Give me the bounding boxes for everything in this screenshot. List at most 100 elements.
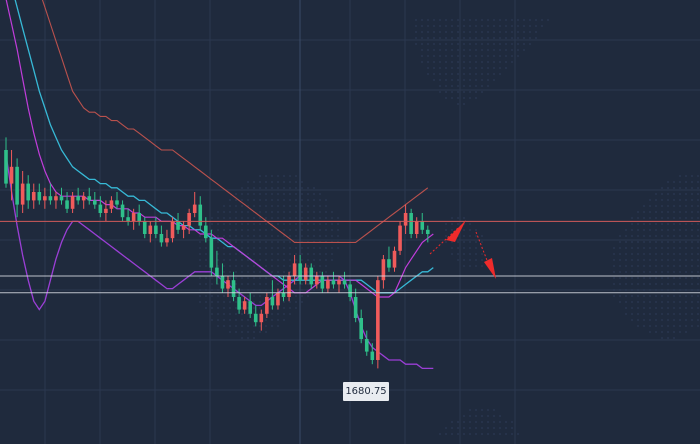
background-dot: [445, 85, 447, 87]
background-dot: [523, 43, 525, 45]
background-dot: [289, 313, 291, 315]
candle-body: [337, 280, 341, 285]
background-dot: [679, 271, 681, 273]
background-dot: [685, 253, 687, 255]
background-dot: [451, 73, 453, 75]
background-dot: [229, 295, 231, 297]
candle-body: [265, 297, 269, 314]
background-dot: [247, 229, 249, 231]
background-dot: [211, 295, 213, 297]
candle-body: [331, 280, 336, 285]
background-dot: [691, 199, 693, 201]
background-dot: [319, 265, 321, 267]
background-dot: [625, 235, 627, 237]
candle-body: [37, 192, 42, 201]
background-dot: [697, 241, 699, 243]
background-dot: [679, 325, 681, 327]
background-dot: [625, 289, 627, 291]
background-dot: [253, 325, 255, 327]
background-dot: [277, 241, 279, 243]
background-dot: [229, 211, 231, 213]
background-dot: [619, 277, 621, 279]
background-dot: [673, 193, 675, 195]
background-dot: [199, 289, 201, 291]
background-dot: [253, 295, 255, 297]
background-dot: [433, 25, 435, 27]
background-dot: [241, 187, 243, 189]
background-dot: [295, 289, 297, 291]
background-dot: [643, 295, 645, 297]
background-dot: [265, 241, 267, 243]
background-dot: [229, 223, 231, 225]
background-dot: [301, 211, 303, 213]
background-dot: [271, 319, 273, 321]
background-dot: [463, 415, 465, 417]
background-dot: [493, 415, 495, 417]
background-dot: [247, 319, 249, 321]
background-dot: [295, 283, 297, 285]
background-dot: [205, 253, 207, 255]
background-dot: [679, 199, 681, 201]
background-dot: [457, 433, 459, 435]
background-dot: [313, 187, 315, 189]
background-dot: [217, 289, 219, 291]
background-dot: [427, 43, 429, 45]
background-dot: [619, 247, 621, 249]
background-dot: [613, 259, 615, 261]
background-dot: [499, 67, 501, 69]
background-dot: [277, 175, 279, 177]
background-dot: [613, 265, 615, 267]
background-dot: [655, 259, 657, 261]
background-dot: [667, 283, 669, 285]
background-dot: [451, 79, 453, 81]
background-dot: [415, 25, 417, 27]
background-dot: [673, 307, 675, 309]
background-dot: [469, 43, 471, 45]
background-dot: [649, 277, 651, 279]
background-dot: [205, 259, 207, 261]
background-dot: [475, 73, 477, 75]
candle-body: [398, 225, 402, 251]
background-dot: [217, 217, 219, 219]
background-dot: [265, 175, 267, 177]
background-dot: [331, 223, 333, 225]
background-dot: [661, 247, 663, 249]
background-dot: [613, 295, 615, 297]
background-dot: [685, 175, 687, 177]
background-dot: [679, 277, 681, 279]
background-dot: [661, 337, 663, 339]
background-dot: [235, 295, 237, 297]
background-dot: [637, 307, 639, 309]
background-dot: [319, 199, 321, 201]
background-dot: [667, 277, 669, 279]
background-dot: [685, 307, 687, 309]
background-dot: [655, 199, 657, 201]
background-dot: [223, 259, 225, 261]
background-dot: [313, 235, 315, 237]
background-dot: [271, 247, 273, 249]
background-dot: [415, 37, 417, 39]
background-dot: [229, 265, 231, 267]
background-dot: [463, 427, 465, 429]
background-dot: [247, 259, 249, 261]
background-dot: [205, 301, 207, 303]
background-dot: [295, 247, 297, 249]
background-dot: [493, 37, 495, 39]
background-dot: [661, 319, 663, 321]
background-dot: [697, 313, 699, 315]
background-dot: [235, 223, 237, 225]
background-dot: [685, 199, 687, 201]
background-dot: [307, 235, 309, 237]
background-dot: [481, 259, 483, 261]
background-dot: [463, 79, 465, 81]
background-dot: [241, 259, 243, 261]
background-dot: [679, 217, 681, 219]
background-dot: [295, 211, 297, 213]
background-dot: [661, 205, 663, 207]
background-dot: [499, 61, 501, 63]
candle-body: [81, 196, 86, 201]
background-dot: [685, 205, 687, 207]
background-dot: [661, 217, 663, 219]
background-dot: [487, 61, 489, 63]
background-dot: [265, 331, 267, 333]
